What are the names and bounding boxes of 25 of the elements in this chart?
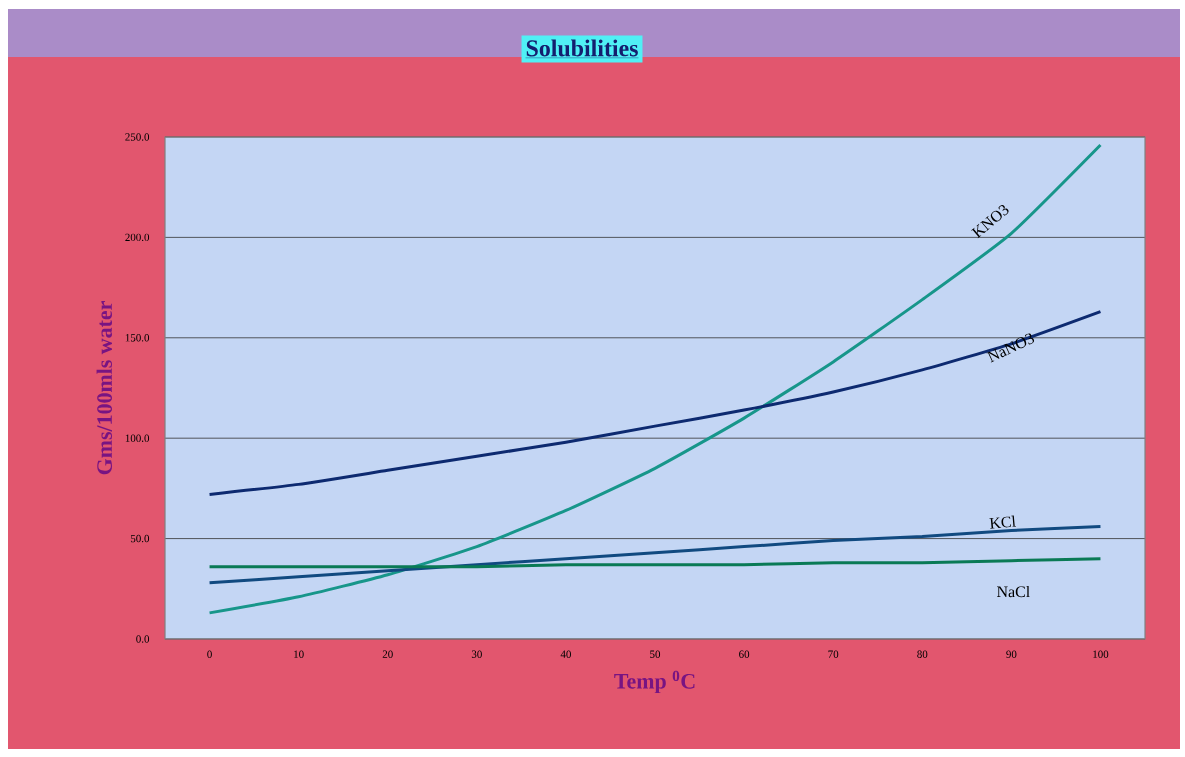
y-tick-label: 100.0 (125, 434, 150, 442)
x-tick-label: 0 (207, 650, 212, 658)
y-axis-title: Gms/100mls water (96, 301, 112, 475)
x-tick-label: 60 (739, 650, 750, 658)
series-label: KCl (989, 515, 1016, 529)
x-tick-label: 80 (917, 650, 928, 658)
line-series (208, 557, 1102, 569)
x-tick-label: 70 (828, 650, 839, 658)
series-label: NaCl (997, 585, 1030, 598)
x-tick-label: 20 (382, 650, 393, 658)
y-tick-label: 250.0 (125, 133, 150, 141)
chart-title: Solubilities (526, 39, 638, 57)
x-tick-label: 100 (1093, 650, 1109, 658)
y-tick-label: 200.0 (125, 233, 150, 242)
y-tick-label: 0.0 (136, 635, 150, 643)
x-tick-label: 90 (1006, 650, 1017, 658)
x-tick-label: 10 (294, 650, 304, 658)
x-tick-label: 50 (650, 650, 661, 658)
x-tick-label: 30 (471, 650, 482, 658)
x-axis-title: Temp $^{0}$C (614, 670, 695, 694)
y-tick-label: 50.0 (130, 534, 150, 543)
line-series (208, 310, 1102, 496)
y-tick-label: 150.0 (125, 334, 150, 342)
line-series (208, 143, 1102, 615)
x-tick-label: 40 (560, 650, 571, 658)
